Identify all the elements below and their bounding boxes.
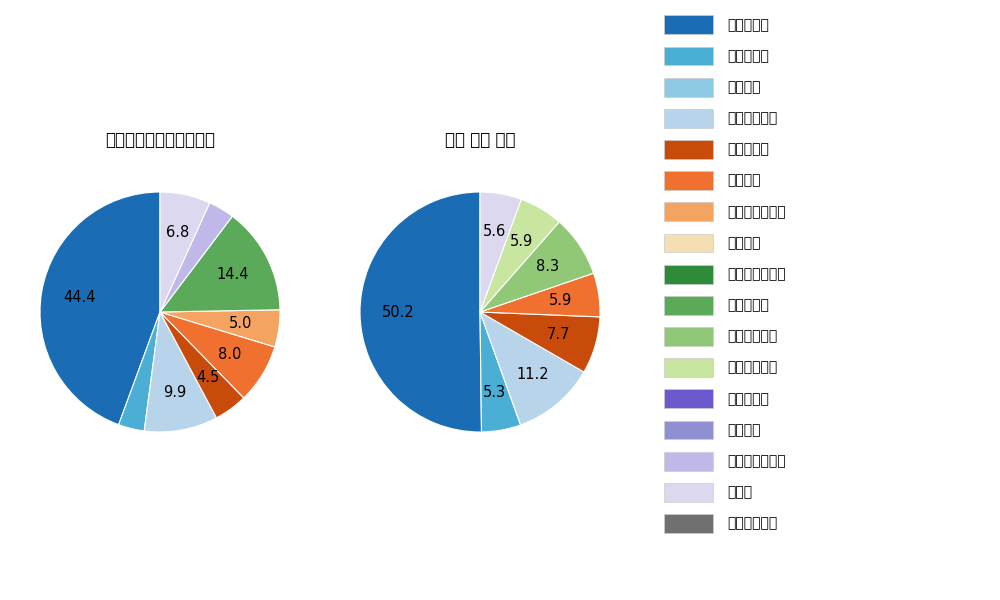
- Bar: [664, 327, 713, 346]
- Text: 44.4: 44.4: [63, 290, 96, 305]
- Wedge shape: [119, 312, 160, 431]
- Wedge shape: [160, 203, 232, 312]
- Wedge shape: [480, 312, 584, 425]
- Wedge shape: [160, 216, 280, 312]
- Text: 8.0: 8.0: [218, 347, 241, 362]
- Text: 6.8: 6.8: [166, 225, 189, 240]
- Text: 5.9: 5.9: [549, 293, 572, 308]
- Bar: [664, 514, 713, 533]
- Bar: [664, 265, 713, 284]
- Text: スライダー: スライダー: [727, 298, 769, 312]
- Text: 7.7: 7.7: [547, 327, 570, 342]
- Wedge shape: [144, 312, 216, 432]
- Text: ストレート: ストレート: [727, 18, 769, 32]
- Text: 4.5: 4.5: [197, 370, 220, 385]
- Wedge shape: [40, 192, 160, 425]
- Wedge shape: [480, 312, 600, 372]
- Title: パ・リーグ全プレイヤー: パ・リーグ全プレイヤー: [105, 131, 215, 149]
- Bar: [664, 140, 713, 159]
- Text: ツーシーム: ツーシーム: [727, 49, 769, 63]
- Text: カーブ: カーブ: [727, 485, 752, 499]
- Bar: [664, 16, 713, 34]
- Bar: [664, 452, 713, 470]
- Text: シンカー: シンカー: [727, 236, 761, 250]
- Wedge shape: [160, 312, 244, 418]
- Bar: [664, 358, 713, 377]
- Wedge shape: [160, 192, 210, 312]
- Text: カットボール: カットボール: [727, 112, 777, 125]
- Wedge shape: [480, 273, 600, 317]
- Wedge shape: [480, 312, 521, 432]
- Text: 5.3: 5.3: [483, 385, 506, 400]
- Wedge shape: [360, 192, 482, 432]
- Bar: [664, 233, 713, 253]
- Text: ナックル: ナックル: [727, 423, 761, 437]
- Text: 縦スライダー: 縦スライダー: [727, 329, 777, 343]
- Text: 5.9: 5.9: [510, 235, 533, 250]
- Text: スプリット: スプリット: [727, 142, 769, 157]
- Bar: [664, 202, 713, 221]
- Text: チェンジアップ: チェンジアップ: [727, 205, 786, 219]
- Wedge shape: [480, 222, 594, 312]
- Text: 9.9: 9.9: [163, 385, 186, 400]
- Bar: [664, 78, 713, 97]
- Bar: [664, 483, 713, 502]
- Wedge shape: [480, 199, 559, 312]
- Text: 11.2: 11.2: [516, 367, 549, 382]
- Text: 14.4: 14.4: [216, 268, 249, 283]
- Text: フォーク: フォーク: [727, 173, 761, 188]
- Text: スローカーブ: スローカーブ: [727, 517, 777, 530]
- Text: スクリュー: スクリュー: [727, 392, 769, 406]
- Wedge shape: [160, 310, 280, 347]
- Text: 8.3: 8.3: [536, 259, 559, 274]
- Bar: [664, 421, 713, 439]
- Bar: [664, 389, 713, 408]
- Text: 50.2: 50.2: [382, 305, 415, 320]
- Bar: [664, 47, 713, 65]
- Text: 5.0: 5.0: [229, 316, 253, 331]
- Title: 角中 勝也 選手: 角中 勝也 選手: [445, 131, 515, 149]
- Text: 5.6: 5.6: [483, 224, 506, 239]
- Bar: [664, 296, 713, 314]
- Bar: [664, 171, 713, 190]
- Bar: [664, 109, 713, 128]
- Text: シュート: シュート: [727, 80, 761, 94]
- Wedge shape: [160, 312, 275, 398]
- Wedge shape: [480, 192, 521, 312]
- Text: ナックルカーブ: ナックルカーブ: [727, 454, 786, 468]
- Text: パワーカーブ: パワーカーブ: [727, 361, 777, 374]
- Text: 高速スライダー: 高速スライダー: [727, 267, 786, 281]
